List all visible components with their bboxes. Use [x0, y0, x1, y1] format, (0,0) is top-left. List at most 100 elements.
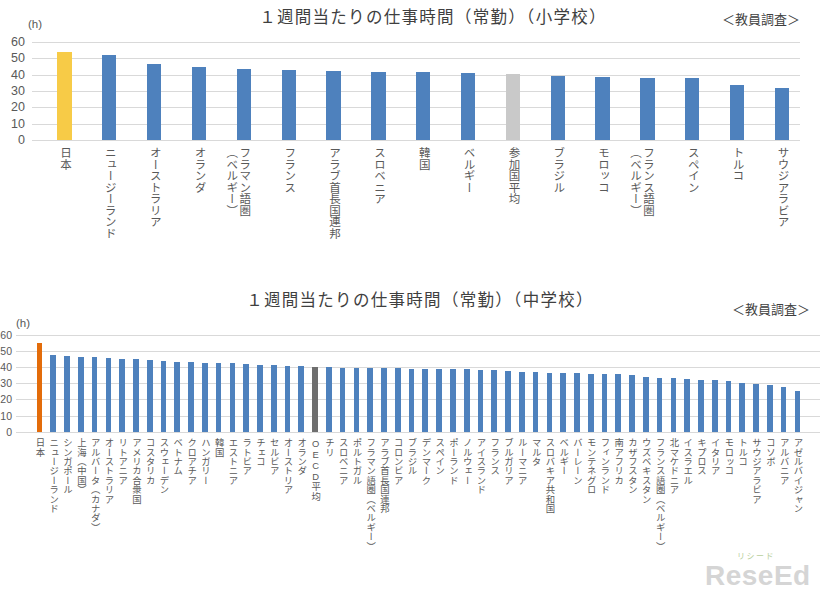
bar [533, 372, 539, 432]
bar [657, 378, 663, 432]
category-label: アメリカ合衆国 [131, 438, 141, 504]
category-label: ベトナム [172, 438, 182, 476]
bar [436, 369, 442, 432]
category-label: ラトビア [241, 438, 251, 476]
category-label: ニュージーランド [48, 438, 58, 513]
y-axis-tick: 30 [0, 376, 12, 390]
category-label: 韓国 [417, 147, 430, 170]
bar [588, 374, 594, 432]
bar [767, 385, 773, 432]
y-axis-tick: 50 [0, 51, 25, 65]
bar [326, 71, 340, 140]
unit-label-juniorhigh: (h) [16, 317, 30, 329]
chart-title-juniorhigh: １週間当たりの仕事時間（常勤）（中学校） [246, 291, 594, 309]
survey-note-juniorhigh: ＜教員調査＞ [732, 299, 810, 318]
category-label: チリ [324, 438, 334, 457]
bar [671, 378, 677, 432]
bar [461, 73, 475, 140]
bar [192, 67, 206, 140]
bar [519, 372, 525, 432]
bar [340, 368, 346, 432]
bar [560, 373, 566, 432]
category-label: ポーランド [448, 438, 458, 485]
bar [422, 369, 428, 432]
bar [37, 343, 43, 432]
category-label: フィンランド [599, 438, 609, 494]
bar [795, 391, 801, 431]
bar [395, 368, 401, 431]
category-label: スロベニア [338, 438, 348, 485]
category-label: バーレーン [572, 438, 582, 485]
category-label: コソボ [765, 438, 775, 466]
bar [409, 369, 415, 432]
category-label: 参加国平均 [506, 147, 519, 205]
bar [478, 370, 484, 432]
y-axis-tick: 40 [0, 360, 12, 374]
bar [684, 379, 690, 432]
bar [257, 365, 263, 432]
category-label: モンテネグロ [586, 438, 596, 494]
category-label: セルビア [269, 438, 279, 476]
bar [450, 369, 456, 432]
category-label: アルバニア [779, 438, 789, 485]
category-label: ベルギー [558, 438, 568, 476]
bar [381, 368, 387, 431]
category-label: アゼルバイジャン [792, 438, 802, 513]
category-label: エストニア [227, 438, 237, 485]
bar [78, 357, 84, 432]
gridline [32, 42, 800, 43]
category-label: 南アフリカ [613, 438, 623, 485]
category-label: リトアニア [117, 438, 127, 485]
gridline [32, 140, 800, 141]
bar [285, 366, 291, 432]
category-label: イタリア [710, 438, 720, 476]
category-label: カザフスタン [627, 438, 637, 494]
category-label: 韓国 [214, 438, 224, 457]
bar [161, 361, 167, 431]
bar [102, 55, 116, 140]
category-label: 日本 [58, 147, 71, 170]
category-label: コスタリカ [145, 438, 155, 485]
bar [753, 384, 759, 432]
category-label: アルバータ（カナダ） [90, 438, 100, 532]
category-label: シンガポール [62, 438, 72, 494]
category-label: ブルガリア [503, 438, 513, 485]
bar [464, 369, 470, 431]
category-label: サウジアラビア [751, 438, 761, 504]
bar [237, 69, 251, 140]
category-label: ハンガリー [200, 438, 210, 485]
category-label: イスラエル [682, 438, 692, 485]
bar [230, 363, 236, 431]
category-label: ブラジル [407, 438, 417, 476]
bar [629, 375, 635, 432]
category-label: マルタ [531, 438, 541, 466]
y-axis-tick: 10 [0, 409, 12, 423]
category-label: オランダ [296, 438, 306, 476]
category-label: コロンビア [393, 438, 403, 485]
gridline [16, 432, 820, 433]
category-label: ルーマニア [517, 438, 527, 485]
category-label: スロバキア共和国 [544, 438, 554, 513]
bar [202, 363, 208, 432]
bar [726, 381, 732, 432]
bar [57, 52, 71, 140]
bar [615, 374, 621, 431]
bar [119, 359, 125, 432]
category-label: スペイン [686, 147, 699, 193]
bar [92, 357, 98, 432]
bar [416, 72, 430, 140]
category-label: ノルウェー [462, 438, 472, 485]
category-label: 上海（中国） [76, 438, 86, 494]
bar [506, 74, 520, 140]
bar [50, 355, 56, 431]
category-label: オーストラリア [103, 438, 113, 504]
chart-title-elementary: １週間当たりの仕事時間（常勤）（小学校） [259, 8, 607, 26]
y-axis-tick: 0 [0, 425, 12, 439]
bar [547, 373, 553, 432]
gridline [16, 351, 820, 352]
gridline [16, 335, 820, 336]
category-label: フランス語圏（ベルギー） [655, 438, 665, 551]
category-label: オーストリア [283, 438, 293, 494]
bar [216, 363, 222, 432]
bar [367, 368, 373, 432]
